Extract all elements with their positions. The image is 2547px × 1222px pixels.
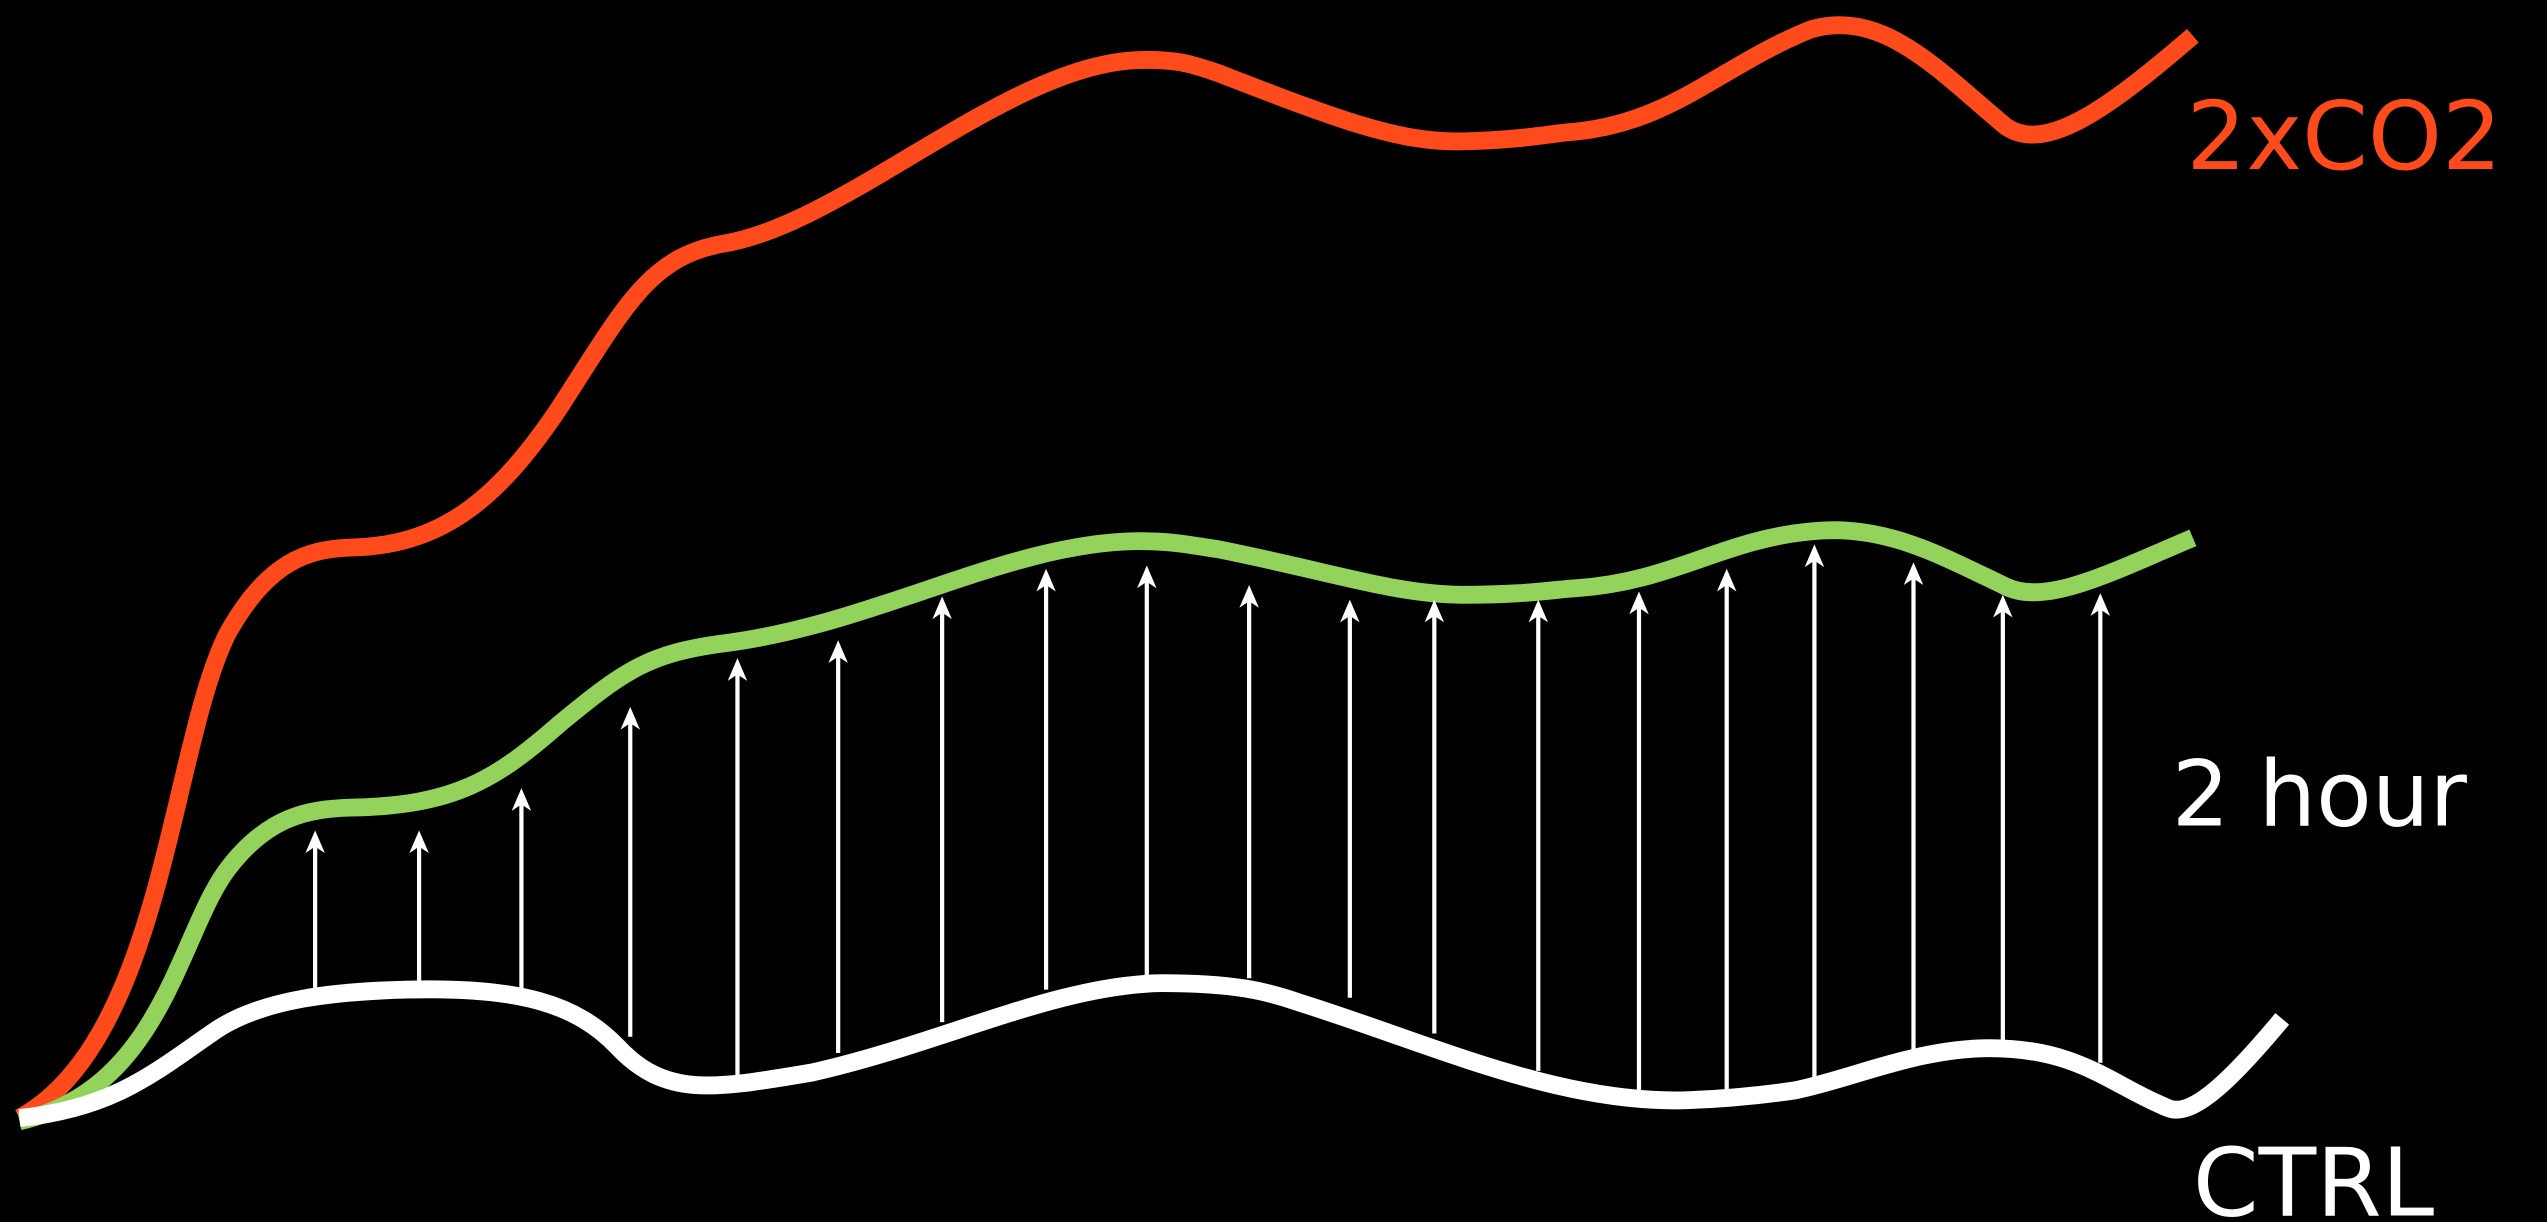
arrow	[2090, 593, 2111, 1063]
arrow-head	[1903, 562, 1924, 585]
arrow-head	[1528, 599, 1549, 623]
arrow-head	[828, 640, 848, 663]
arrow	[1993, 594, 2013, 1040]
arrow	[511, 788, 532, 990]
arrow	[620, 706, 640, 1037]
arrow-group	[305, 544, 2111, 1094]
arrow	[1629, 591, 1649, 1092]
forced-curve	[15, 16, 2199, 1126]
arrow	[409, 830, 429, 984]
arrow-head	[305, 830, 325, 854]
arrow	[1239, 585, 1259, 979]
arrow-head	[1340, 599, 1360, 623]
arrow-head	[932, 596, 952, 620]
arrow	[932, 596, 952, 1023]
arrow	[1716, 568, 1737, 1094]
arrow	[1424, 599, 1445, 1034]
forced-label: 2xCO2	[2186, 83, 2502, 192]
arrow-head	[1137, 565, 1157, 589]
arrow-head	[727, 658, 748, 681]
arrow-head	[1424, 599, 1445, 623]
arrow-head	[1716, 568, 1737, 592]
control-curve	[18, 974, 2290, 1127]
arrow-head	[1239, 585, 1259, 608]
intermediate-curve	[17, 521, 2197, 1130]
arrow-head	[2090, 593, 2111, 616]
arrow	[1528, 599, 1549, 1071]
arrow-head	[409, 830, 429, 854]
control-label: CTRL	[2193, 1129, 2434, 1222]
arrow-head	[1036, 568, 1056, 592]
arrow	[1137, 565, 1157, 975]
arrow	[1340, 599, 1360, 998]
arrow	[828, 640, 848, 1053]
arrow-head	[1993, 594, 2013, 618]
arrow-head	[1804, 544, 1825, 568]
intermediate-label: 2 hour	[2172, 742, 2468, 847]
arrow	[305, 830, 325, 988]
arrow-head	[1629, 591, 1649, 615]
arrow	[727, 658, 748, 1079]
arrow-head	[511, 788, 532, 811]
arrow	[1903, 562, 1924, 1053]
arrow	[1804, 544, 1825, 1083]
arrow-head	[620, 706, 640, 730]
arrow	[1036, 568, 1056, 990]
